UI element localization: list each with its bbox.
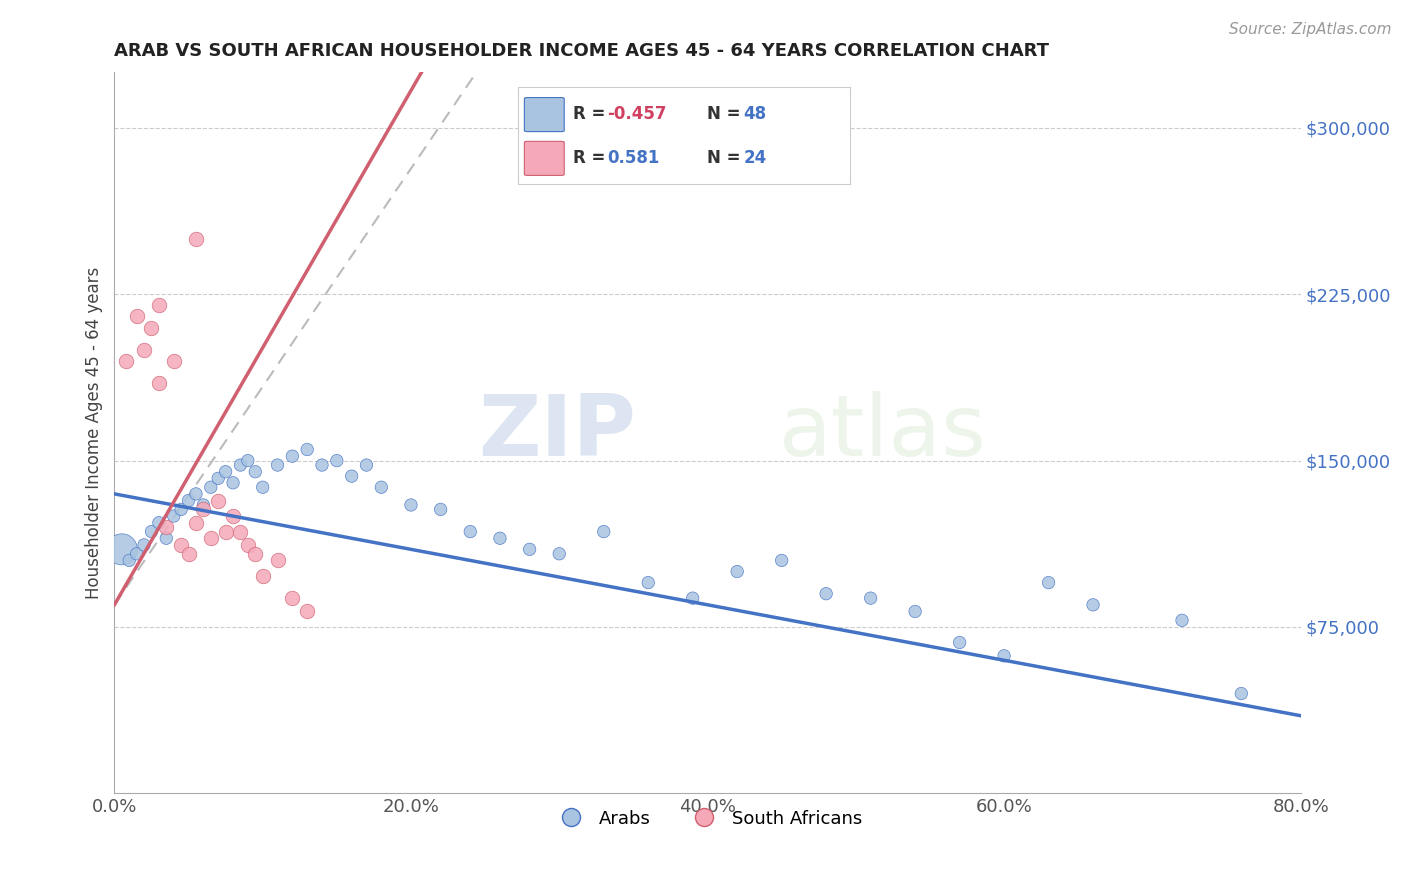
Point [184, 516, 207, 530]
Point [245, 465, 267, 479]
Point [637, 575, 659, 590]
Point [200, 531, 222, 545]
Point [132, 538, 155, 552]
Text: ARAB VS SOUTH AFRICAN HOUSEHOLDER INCOME AGES 45 - 64 YEARS CORRELATION CHART: ARAB VS SOUTH AFRICAN HOUSEHOLDER INCOME… [114, 42, 1049, 60]
Point [111, 542, 134, 557]
Point [370, 480, 392, 494]
Point [125, 310, 148, 324]
Point [155, 520, 177, 534]
Point [177, 493, 200, 508]
Point [252, 569, 274, 583]
Point [429, 502, 451, 516]
Point [222, 509, 245, 524]
Point [177, 547, 200, 561]
Point [118, 553, 141, 567]
Point [458, 524, 481, 539]
Point [1230, 686, 1253, 700]
Point [193, 498, 215, 512]
Point [132, 343, 155, 357]
Point [214, 524, 236, 539]
Point [125, 547, 148, 561]
Point [949, 635, 972, 649]
Point [859, 591, 882, 606]
Text: atlas: atlas [779, 392, 987, 475]
Point [489, 531, 512, 545]
Point [207, 471, 229, 485]
Point [519, 542, 541, 557]
Point [245, 547, 267, 561]
Point [295, 442, 318, 457]
Point [184, 487, 207, 501]
Point [236, 453, 259, 467]
Text: Source: ZipAtlas.com: Source: ZipAtlas.com [1229, 22, 1392, 37]
Point [193, 502, 215, 516]
Text: ZIP: ZIP [478, 392, 637, 475]
Point [592, 524, 614, 539]
Point [184, 232, 207, 246]
Point [229, 524, 252, 539]
Point [993, 648, 1015, 663]
Point [148, 376, 170, 390]
Point [252, 480, 274, 494]
Point [770, 553, 793, 567]
Point [725, 565, 748, 579]
Point [170, 538, 193, 552]
Point [266, 553, 288, 567]
Point [214, 465, 236, 479]
Point [148, 298, 170, 312]
Point [1171, 613, 1194, 627]
Point [229, 458, 252, 472]
Point [141, 524, 163, 539]
Point [115, 353, 138, 368]
Point [155, 531, 177, 545]
Point [311, 458, 333, 472]
Point [266, 458, 288, 472]
Point [904, 604, 927, 618]
Point [295, 604, 318, 618]
Point [326, 453, 349, 467]
Point [163, 353, 186, 368]
Point [222, 475, 245, 490]
Point [815, 587, 838, 601]
Legend: Arabs, South Africans: Arabs, South Africans [546, 802, 869, 835]
Point [340, 469, 363, 483]
Point [399, 498, 422, 512]
Point [148, 516, 170, 530]
Point [1081, 598, 1104, 612]
Point [200, 480, 222, 494]
Point [141, 320, 163, 334]
Point [170, 502, 193, 516]
Point [236, 538, 259, 552]
Point [1038, 575, 1060, 590]
Point [682, 591, 704, 606]
Point [207, 493, 229, 508]
Point [163, 509, 186, 524]
Point [281, 591, 304, 606]
Point [356, 458, 378, 472]
Point [281, 449, 304, 463]
Y-axis label: Householder Income Ages 45 - 64 years: Householder Income Ages 45 - 64 years [86, 267, 103, 599]
Point [548, 547, 571, 561]
